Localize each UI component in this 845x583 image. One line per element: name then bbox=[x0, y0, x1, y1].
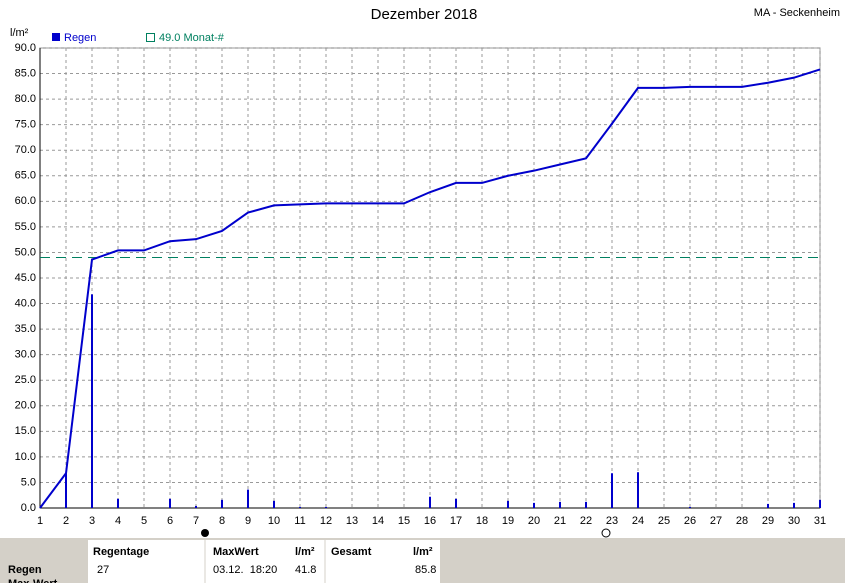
y-tick-label: 65.0 bbox=[15, 170, 36, 182]
x-tick-label: 14 bbox=[372, 515, 384, 527]
y-tick-label: 50.0 bbox=[15, 246, 36, 258]
footer-cells bbox=[88, 540, 440, 583]
bar bbox=[169, 498, 171, 508]
table-header: l/m² bbox=[295, 546, 315, 558]
y-tick-label: 75.0 bbox=[15, 119, 36, 131]
bar bbox=[611, 473, 613, 508]
bar bbox=[767, 503, 769, 508]
x-tick-label: 17 bbox=[450, 515, 462, 527]
x-tick-label: 7 bbox=[193, 515, 199, 527]
bar bbox=[299, 506, 301, 508]
legend-label: 49.0 Monat-# bbox=[159, 32, 225, 44]
x-tick-label: 2 bbox=[63, 515, 69, 527]
y-tick-label: 25.0 bbox=[15, 374, 36, 386]
bar bbox=[689, 506, 691, 508]
y-tick-label: 5.0 bbox=[21, 476, 36, 488]
x-tick-label: 22 bbox=[580, 515, 592, 527]
x-tick-label: 28 bbox=[736, 515, 748, 527]
x-tick-label: 26 bbox=[684, 515, 696, 527]
bar bbox=[65, 473, 67, 508]
y-tick-label: 10.0 bbox=[15, 451, 36, 463]
x-tick-label: 12 bbox=[320, 515, 332, 527]
bar bbox=[195, 505, 197, 508]
table-cell: 85.8 bbox=[415, 564, 436, 576]
y-tick-label: 30.0 bbox=[15, 349, 36, 361]
bar bbox=[429, 496, 431, 508]
line bbox=[39, 68, 821, 509]
x-tick-label: 20 bbox=[528, 515, 540, 527]
x-tick-label: 18 bbox=[476, 515, 488, 527]
x-tick-label: 9 bbox=[245, 515, 251, 527]
x-tick-label: 24 bbox=[632, 515, 644, 527]
x-tick-label: 27 bbox=[710, 515, 722, 527]
bar bbox=[247, 489, 249, 508]
x-tick-label: 11 bbox=[294, 515, 305, 527]
bar bbox=[533, 502, 535, 508]
y-axis-label: l/m² bbox=[10, 27, 29, 39]
y-tick-label: 55.0 bbox=[15, 221, 36, 233]
x-tick-label: 8 bbox=[219, 515, 225, 527]
bar bbox=[559, 501, 561, 508]
x-tick-label: 6 bbox=[167, 515, 173, 527]
legend-label: Regen bbox=[64, 32, 96, 44]
bar bbox=[819, 499, 821, 508]
x-tick-label: 1 bbox=[37, 515, 43, 527]
y-tick-label: 70.0 bbox=[15, 144, 36, 156]
x-tick-label: 23 bbox=[606, 515, 618, 527]
x-tick-label: 4 bbox=[115, 515, 121, 527]
chart-title: Dezember 2018 bbox=[371, 6, 478, 23]
bar bbox=[637, 472, 639, 508]
x-tick-label: 10 bbox=[268, 515, 280, 527]
bar bbox=[91, 294, 93, 508]
x-tick-label: 25 bbox=[658, 515, 670, 527]
x-tick-label: 30 bbox=[788, 515, 800, 527]
table-header: Gesamt bbox=[331, 546, 372, 558]
table-header: Regentage bbox=[93, 546, 149, 558]
y-tick-label: 60.0 bbox=[15, 195, 36, 207]
table-cell: 41.8 bbox=[295, 564, 316, 576]
bar bbox=[585, 501, 587, 508]
y-tick-label: 15.0 bbox=[15, 425, 36, 437]
x-tick-label: 13 bbox=[346, 515, 358, 527]
legend-swatch bbox=[146, 33, 155, 42]
bar bbox=[793, 502, 795, 508]
x-tick-label: 19 bbox=[502, 515, 514, 527]
y-tick-label: 90.0 bbox=[15, 42, 36, 54]
x-tick-label: 3 bbox=[89, 515, 95, 527]
y-tick-label: 45.0 bbox=[15, 272, 36, 284]
y-tick-label: 85.0 bbox=[15, 67, 36, 79]
bar bbox=[325, 506, 327, 508]
bar bbox=[221, 499, 223, 508]
table-header: MaxWert bbox=[213, 546, 259, 558]
row-label: Max-Wert bbox=[8, 578, 58, 583]
full-moon-icon bbox=[601, 528, 611, 538]
table-cell: 03.12. 18:20 bbox=[213, 564, 277, 576]
bar bbox=[273, 500, 275, 508]
x-tick-label: 29 bbox=[762, 515, 774, 527]
x-tick-label: 21 bbox=[554, 515, 566, 527]
x-tick-label: 16 bbox=[424, 515, 436, 527]
x-tick-label: 15 bbox=[398, 515, 410, 527]
row-label: Regen bbox=[8, 564, 42, 576]
bar bbox=[455, 498, 457, 508]
station-label: MA - Seckenheim bbox=[754, 7, 840, 19]
y-tick-label: 40.0 bbox=[15, 297, 36, 309]
legend-swatch bbox=[52, 33, 60, 41]
x-tick-label: 5 bbox=[141, 515, 147, 527]
y-tick-label: 0.0 bbox=[21, 502, 36, 514]
table-cell: 27 bbox=[97, 564, 109, 576]
table-header: l/m² bbox=[413, 546, 433, 558]
y-tick-label: 20.0 bbox=[15, 400, 36, 412]
y-tick-label: 35.0 bbox=[15, 323, 36, 335]
new-moon-icon bbox=[201, 529, 209, 537]
bar bbox=[117, 498, 119, 508]
y-tick-label: 80.0 bbox=[15, 93, 36, 105]
x-tick-label: 31 bbox=[814, 515, 826, 527]
bar bbox=[507, 500, 509, 508]
